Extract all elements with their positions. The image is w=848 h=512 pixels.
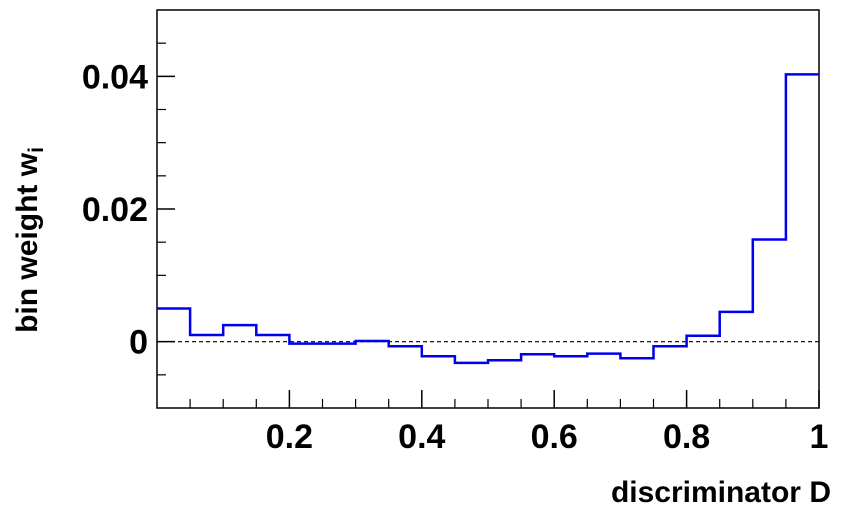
- major-ticks: [157, 75, 820, 408]
- x-tick-labels: 0.2 0.4 0.6 0.8 1: [266, 418, 829, 456]
- y-tick-labels: 0 0.02 0.04: [82, 58, 148, 361]
- x-tick-label: 0.8: [663, 418, 710, 456]
- x-tick-label: 0.4: [398, 418, 445, 456]
- series-step-line: [157, 73, 819, 365]
- plot-frame: [156, 9, 820, 409]
- y-tick-label: 0.02: [82, 191, 148, 229]
- x-tick-label: 0.2: [266, 418, 313, 456]
- minor-ticks: [157, 42, 787, 408]
- x-tick-label: 1: [810, 418, 829, 456]
- x-tick-label: 0.6: [531, 418, 578, 456]
- y-tick-label: 0.04: [82, 58, 148, 96]
- x-axis-title: discriminator D: [611, 476, 831, 509]
- y-axis-title-main: bin weight w: [11, 152, 44, 333]
- y-tick-label: 0: [129, 324, 148, 362]
- y-axis-title: bin weight wi: [11, 147, 48, 333]
- y-axis-title-subscript: i: [25, 147, 48, 153]
